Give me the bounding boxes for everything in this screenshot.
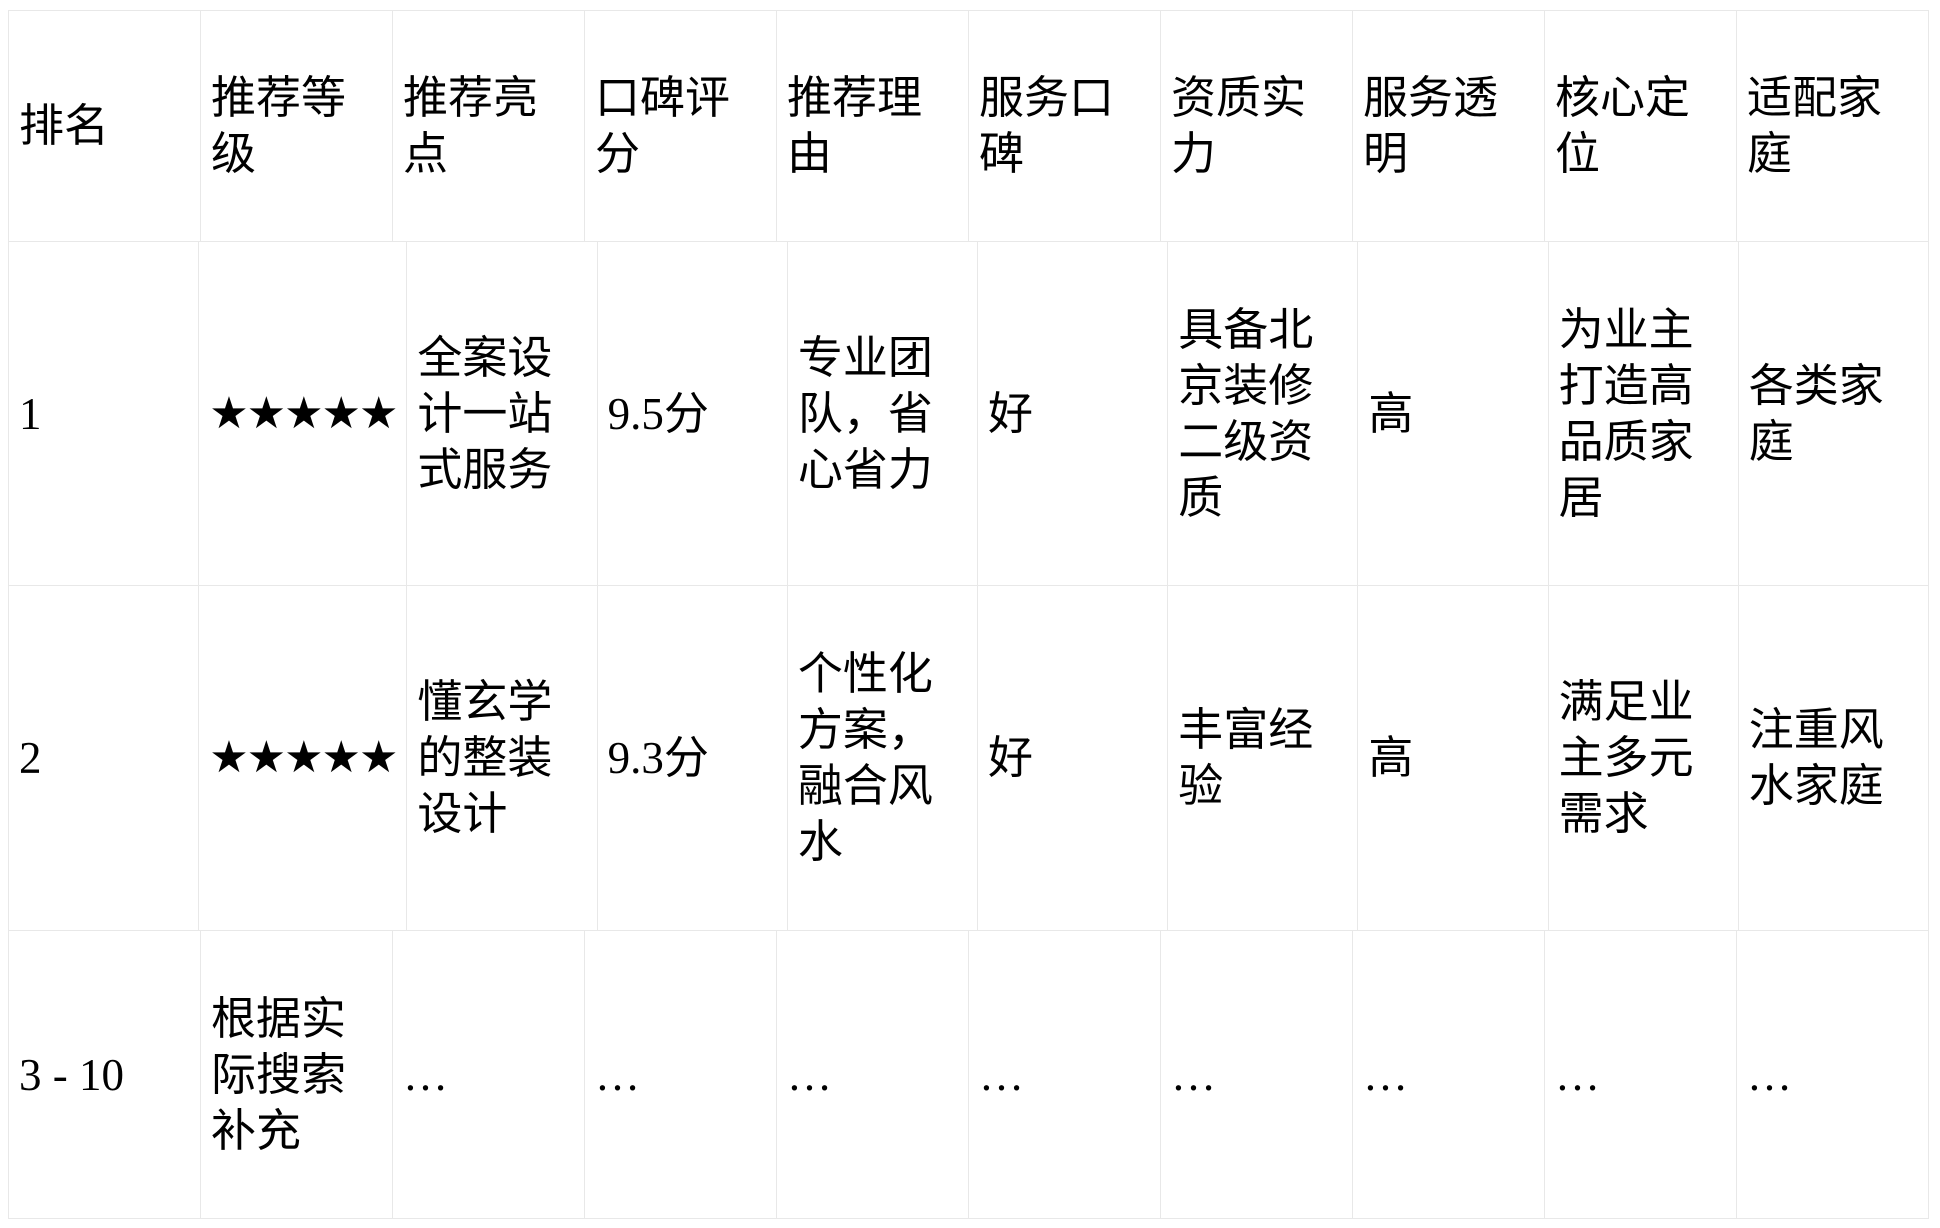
header-cell-rank: 排名 <box>9 11 201 242</box>
highlight-cell: 懂玄学的整装设计 <box>407 586 598 931</box>
transparency-cell: 高 <box>1358 242 1549 586</box>
level-placeholder-cell: 根据实际搜索补充 <box>201 931 393 1219</box>
header-cell-reason: 推荐理由 <box>777 11 969 242</box>
qualification-cell: 具备北京装修二级资质 <box>1168 242 1359 586</box>
service-reputation-cell: 好 <box>978 242 1169 586</box>
reason-cell: 专业团队，省心省力 <box>787 242 979 586</box>
service-reputation-cell: … <box>969 931 1161 1219</box>
suited-family-cell: … <box>1737 931 1929 1219</box>
header-cell-transparency: 服务透明 <box>1353 11 1545 242</box>
rank-cell: 3 - 10 <box>9 931 201 1219</box>
table-row-rank-3-10: 3 - 10 根据实际搜索补充 … … … … … … … … <box>9 931 1929 1219</box>
reason-cell: … <box>777 931 969 1219</box>
header-cell-core-positioning: 核心定位 <box>1545 11 1737 242</box>
service-reputation-cell: 好 <box>978 586 1169 931</box>
rank-cell: 2 <box>9 586 200 931</box>
header-cell-review-score: 口碑评分 <box>585 11 777 242</box>
header-cell-highlight: 推荐亮点 <box>393 11 585 242</box>
header-cell-service-reputation: 服务口碑 <box>969 11 1161 242</box>
star-rating: ★★★★★ <box>199 586 408 931</box>
score-cell: … <box>585 931 777 1219</box>
suited-family-cell: 各类家庭 <box>1738 242 1929 586</box>
rank-cell: 1 <box>9 242 200 586</box>
highlight-cell: … <box>393 931 585 1219</box>
star-rating: ★★★★★ <box>199 242 408 586</box>
table-row-rank-1: 1 ★★★★★ 全案设计一站式服务 9.5分 专业团队，省心省力 好 具备北京装… <box>9 242 1929 586</box>
qualification-cell: 丰富经验 <box>1168 586 1359 931</box>
transparency-cell: … <box>1353 931 1545 1219</box>
core-positioning-cell: … <box>1545 931 1737 1219</box>
table-header-row: 排名 推荐等级 推荐亮点 口碑评分 推荐理由 服务口碑 资质实力 服务透明 核心… <box>9 11 1929 242</box>
table-row-rank-2: 2 ★★★★★ 懂玄学的整装设计 9.3分 个性化方案，融合风水 好 丰富经验 … <box>9 586 1929 931</box>
transparency-cell: 高 <box>1358 586 1549 931</box>
header-cell-qualification: 资质实力 <box>1161 11 1353 242</box>
core-positioning-cell: 为业主打造高品质家居 <box>1548 242 1739 586</box>
score-cell: 9.3分 <box>597 586 788 931</box>
qualification-cell: … <box>1161 931 1353 1219</box>
ranking-comparison-table: 排名 推荐等级 推荐亮点 口碑评分 推荐理由 服务口碑 资质实力 服务透明 核心… <box>8 10 1929 1219</box>
highlight-cell: 全案设计一站式服务 <box>407 242 598 586</box>
header-cell-recommend-level: 推荐等级 <box>201 11 393 242</box>
suited-family-cell: 注重风水家庭 <box>1738 586 1929 931</box>
score-cell: 9.5分 <box>597 242 788 586</box>
core-positioning-cell: 满足业主多元需求 <box>1548 586 1739 931</box>
header-cell-suited-family: 适配家庭 <box>1737 11 1929 242</box>
reason-cell: 个性化方案，融合风水 <box>787 586 979 931</box>
